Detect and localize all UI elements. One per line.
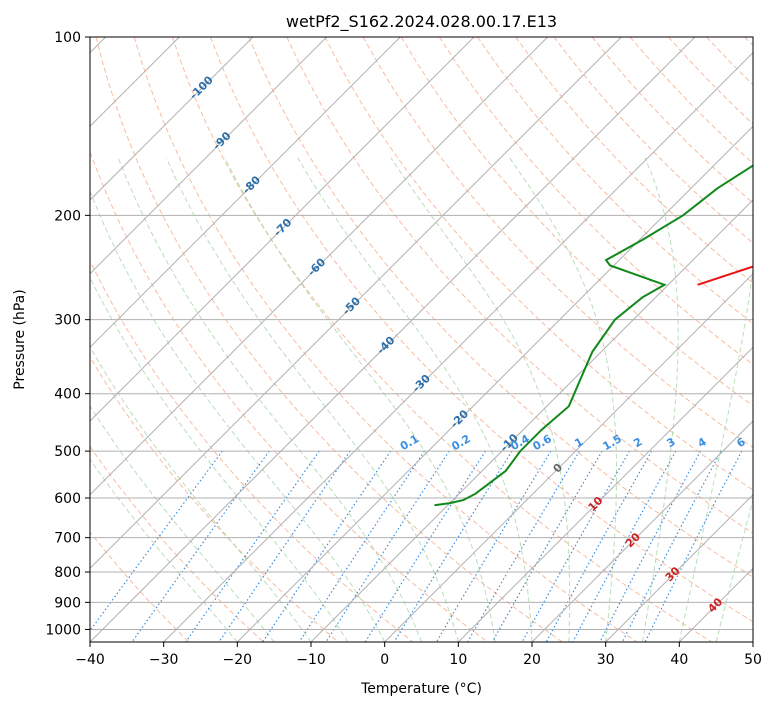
y-tick-label: 300	[54, 313, 81, 329]
mixing-ratio-line	[572, 450, 677, 642]
dry-adiabat	[286, 37, 753, 534]
dry-adiabat	[324, 37, 753, 491]
isotherm-line	[90, 37, 549, 496]
dry-adiabat	[95, 37, 563, 642]
dewpoint-profile-line	[434, 164, 753, 507]
isotherm-line	[90, 37, 254, 201]
dry-adiabat	[248, 37, 753, 578]
dry-adiabat	[133, 37, 638, 642]
dry-adiabat	[438, 37, 753, 366]
y-tick-label: 100	[54, 30, 81, 46]
isotherm-line	[236, 125, 753, 642]
chart-title: wetPf2_S162.2024.028.00.17.E13	[286, 12, 557, 32]
plot-frame	[89, 36, 754, 643]
plot-area: -100-90-80-70-60-50-40-30-20-10010203040…	[90, 37, 775, 642]
dry-adiabat	[90, 259, 414, 642]
dry-adiabat	[362, 37, 753, 449]
moist-adiabat	[90, 276, 349, 642]
isotherm-line	[384, 272, 753, 642]
isotherm-line	[310, 199, 753, 642]
moist-adiabat	[297, 157, 533, 642]
isotherm-line	[531, 420, 753, 642]
mixing-ratio-line	[298, 450, 425, 642]
y-tick-label: 400	[54, 387, 81, 403]
isotherm-line	[90, 37, 696, 642]
mixing-ratio-label: 8	[764, 435, 775, 450]
mixing-ratio-line	[90, 450, 223, 632]
y-tick-label: 500	[54, 444, 81, 460]
x-tick-label: 20	[523, 652, 541, 668]
dry-adiabat	[210, 37, 753, 623]
isotherm-line	[163, 51, 753, 642]
x-tick-label: 10	[449, 652, 467, 668]
x-axis-title: Temperature (°C)	[360, 681, 482, 697]
x-tick-label: 50	[744, 652, 762, 668]
isotherm-line	[752, 641, 753, 642]
mixing-ratio-line	[545, 450, 653, 642]
dry-adiabat	[515, 37, 753, 284]
y-axis-title: Pressure (hPa)	[12, 289, 28, 389]
dry-adiabat	[400, 37, 753, 407]
dry-adiabat	[171, 37, 712, 642]
x-tick-label: 30	[597, 652, 615, 668]
mixing-ratio-line	[185, 450, 320, 642]
isotherm-line	[90, 37, 401, 349]
isotherm-line	[90, 37, 622, 570]
isotherm-line	[90, 37, 328, 275]
x-tick-label: −40	[75, 652, 105, 668]
x-tick-label: −20	[223, 652, 253, 668]
dry-adiabat	[90, 150, 488, 642]
x-tick-label: −30	[149, 652, 179, 668]
mixing-ratio-line	[644, 450, 743, 642]
mixing-ratio-lines	[90, 450, 743, 642]
isotherm-lines	[90, 37, 753, 642]
dry-adiabat	[90, 356, 339, 642]
dry-adiabats	[90, 37, 753, 642]
y-tick-label: 800	[54, 565, 81, 581]
y-axis-ticks: 1000 900 800 700 600 500 400 300 200 100	[45, 30, 90, 638]
dry-adiabat	[477, 37, 753, 325]
mixing-ratio-line	[491, 450, 603, 642]
x-tick-label: −10	[296, 652, 326, 668]
isotherm-line	[605, 493, 753, 642]
mixing-ratio-line	[621, 450, 722, 642]
mixing-ratio-line	[599, 450, 702, 642]
mixing-ratio-line	[521, 450, 631, 642]
x-tick-label: 0	[380, 652, 389, 668]
y-tick-label: 900	[54, 595, 81, 611]
dry-adiabat	[90, 445, 264, 642]
x-tick-label: 40	[670, 652, 688, 668]
isotherm-line	[457, 346, 753, 642]
isotherm-line	[90, 37, 475, 422]
x-axis-ticks: −40 −30 −20 −10 0 10 20 30 40 50	[75, 642, 762, 668]
y-tick-label: 200	[54, 208, 81, 224]
isobar-gridlines	[90, 37, 753, 630]
dry-adiabat	[90, 531, 190, 642]
y-tick-label: 600	[54, 491, 81, 507]
y-tick-label: 1000	[45, 622, 81, 638]
mixing-ratio-line	[218, 450, 351, 642]
mixing-ratio-line	[262, 450, 392, 642]
y-tick-label: 700	[54, 531, 81, 547]
